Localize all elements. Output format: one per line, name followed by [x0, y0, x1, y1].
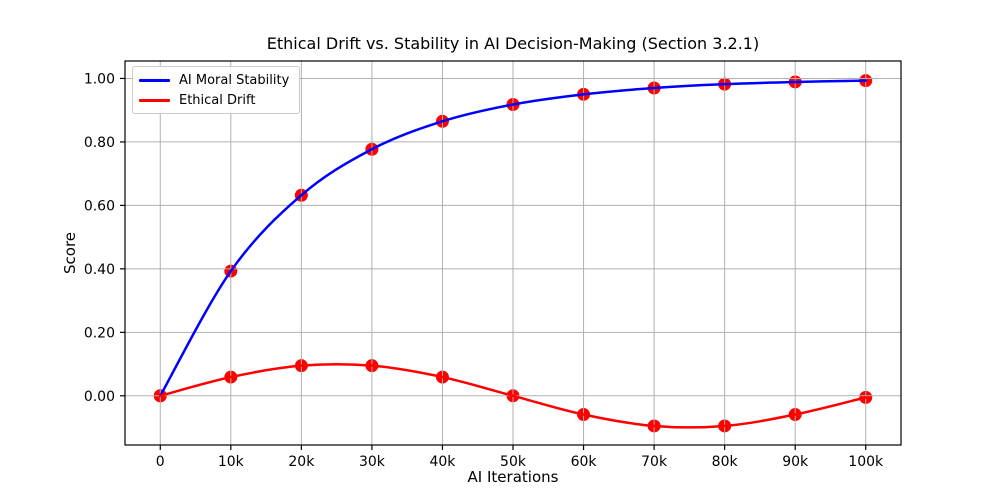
y-tick-label: 0.00 [84, 389, 115, 405]
y-axis-label: Score [61, 231, 79, 275]
x-tick-label: 90k [782, 454, 809, 470]
y-tick-label: 0.80 [84, 135, 115, 151]
y-tick-label: 0.60 [84, 198, 115, 214]
x-tick-label: 100k [848, 454, 884, 470]
x-tick-label: 10k [218, 454, 245, 470]
x-tick-label: 80k [712, 454, 739, 470]
legend-entry-ethical-drift: Ethical Drift [139, 92, 289, 108]
x-tick-label: 50k [500, 454, 527, 470]
y-tick-label: 0.40 [84, 262, 115, 278]
legend-entry-moral-stability: AI Moral Stability [139, 72, 289, 88]
x-tick-label: 20k [288, 454, 315, 470]
y-tick-label: 0.20 [84, 325, 115, 341]
ethical-drift-line-swatch [139, 98, 170, 102]
x-tick-label: 30k [359, 454, 386, 470]
legend-label-moral-stability: AI Moral Stability [179, 72, 290, 88]
y-tick-label: 1.00 [84, 71, 115, 87]
series-line-ethical-drift [159, 363, 867, 429]
legend-label-ethical-drift: Ethical Drift [179, 92, 256, 108]
x-tick-label: 40k [429, 454, 456, 470]
x-tick-label: 0 [156, 454, 165, 470]
series-line-moral-stability [159, 79, 867, 398]
x-tick-label: 70k [641, 454, 668, 470]
chart-title: Ethical Drift vs. Stability in AI Decisi… [266, 34, 760, 53]
x-tick-label: 60k [571, 454, 598, 470]
moral-stability-line-swatch [139, 78, 170, 82]
x-axis-label: AI Iterations [467, 468, 559, 486]
legend: AI Moral Stability Ethical Drift [132, 66, 301, 114]
